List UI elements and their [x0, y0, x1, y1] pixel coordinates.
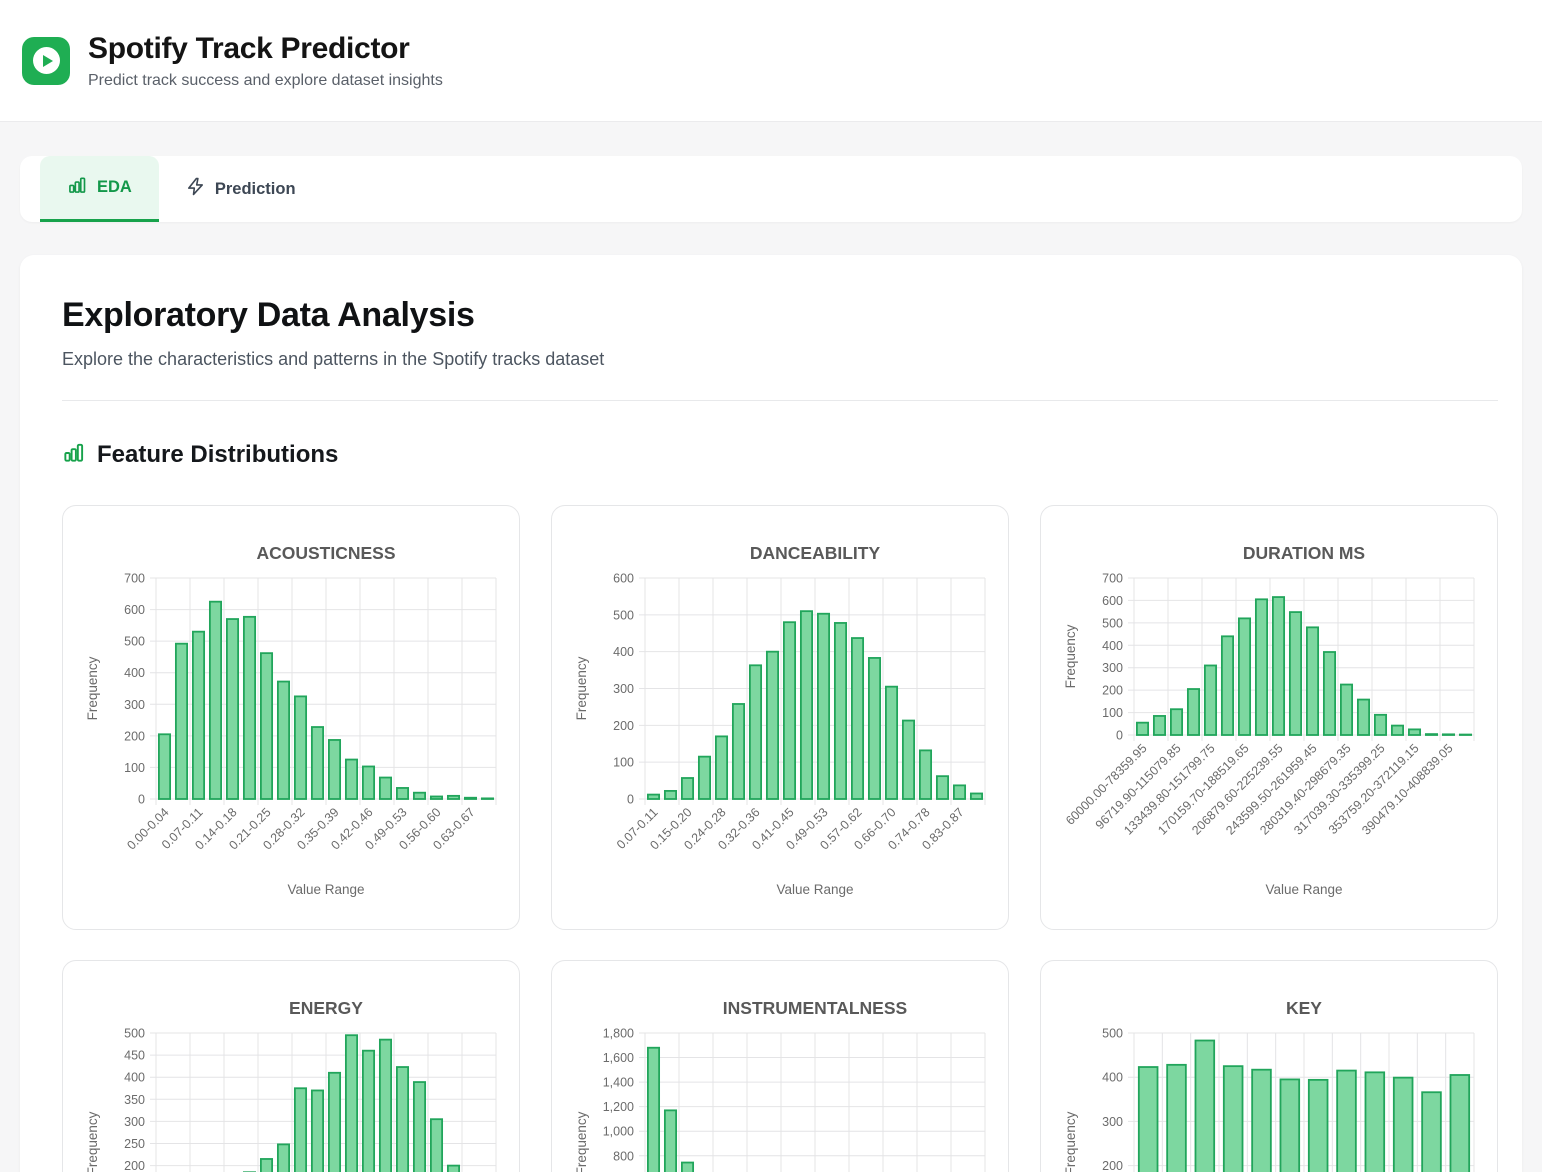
- svg-text:100: 100: [1102, 706, 1123, 720]
- svg-text:Frequency: Frequency: [574, 1111, 589, 1172]
- svg-text:1,200: 1,200: [603, 1100, 634, 1114]
- svg-text:1,600: 1,600: [603, 1051, 634, 1065]
- svg-text:200: 200: [124, 729, 145, 743]
- svg-text:300: 300: [1102, 661, 1123, 675]
- chart-card-danceability: DANCEABILITY 0 100 200 300 400 500 600 0.07-0.11…: [551, 505, 1009, 930]
- svg-text:800: 800: [613, 1149, 634, 1163]
- svg-text:600: 600: [613, 572, 634, 586]
- svg-text:300: 300: [124, 1115, 145, 1129]
- svg-text:1,400: 1,400: [603, 1076, 634, 1090]
- svg-text:500: 500: [1102, 1027, 1123, 1041]
- divider: [62, 400, 1498, 401]
- chart-card-acousticness: ACOUSTICNESS 0 100 200 300 400 500 600 700 0.00-0…: [62, 505, 520, 930]
- svg-text:Frequency: Frequency: [85, 1111, 100, 1172]
- chart-card-instrumentalness: INSTRUMENTALNESS02004006008001,0001,2001…: [551, 960, 1009, 1172]
- page-title: Exploratory Data Analysis: [62, 296, 475, 334]
- chart-card-duration-ms: DURATION MS 0 100 200 300 400 500 600 700 60000.0…: [1040, 505, 1498, 930]
- app-subtitle: Predict track success and explore datase…: [88, 71, 443, 89]
- svg-text:400: 400: [1102, 639, 1123, 653]
- svg-text:Value Range: Value Range: [1265, 882, 1342, 897]
- svg-text:400: 400: [613, 645, 634, 659]
- svg-text:300: 300: [1102, 1115, 1123, 1129]
- svg-text:600: 600: [1102, 594, 1123, 608]
- app-header-text: Spotify Track Predictor Predict track su…: [88, 32, 443, 90]
- duration-ms-histogram: DURATION MS010020030040050060070060000.0…: [1063, 543, 1475, 897]
- svg-text:DURATION MS: DURATION MS: [1243, 543, 1365, 563]
- acousticness-histogram: ACOUSTICNESS01002003004005006007000.00-0…: [85, 543, 497, 897]
- lightning-bolt-icon: [186, 177, 205, 201]
- svg-text:200: 200: [613, 719, 634, 733]
- app-title: Spotify Track Predictor: [88, 31, 410, 65]
- svg-text:500: 500: [124, 1027, 145, 1041]
- svg-text:200: 200: [1102, 1159, 1123, 1172]
- svg-text:400: 400: [1102, 1071, 1123, 1085]
- bar-chart-icon: [67, 175, 87, 200]
- svg-text:400: 400: [124, 666, 145, 680]
- tab-prediction[interactable]: Prediction: [159, 156, 323, 222]
- svg-text:700: 700: [124, 572, 145, 586]
- svg-text:500: 500: [124, 635, 145, 649]
- svg-text:KEY: KEY: [1286, 998, 1322, 1018]
- section-title: Feature Distributions: [97, 441, 339, 468]
- svg-text:Value Range: Value Range: [287, 882, 364, 897]
- eda-panel: Exploratory Data Analysis Explore the ch…: [20, 255, 1522, 1172]
- tab-eda[interactable]: EDA: [40, 156, 159, 222]
- tab-bar: EDA Prediction: [20, 156, 1522, 222]
- svg-text:1,800: 1,800: [603, 1027, 634, 1041]
- svg-text:200: 200: [124, 1159, 145, 1172]
- energy-histogram: ENERGY050100150200250300350400450500Valu…: [85, 998, 497, 1172]
- play-icon: [32, 47, 60, 74]
- svg-text:600: 600: [124, 603, 145, 617]
- instrumentalness-histogram: INSTRUMENTALNESS02004006008001,0001,2001…: [574, 998, 986, 1172]
- svg-text:Frequency: Frequency: [1063, 624, 1078, 688]
- svg-text:0: 0: [1116, 729, 1123, 743]
- svg-text:400: 400: [124, 1071, 145, 1085]
- svg-text:Frequency: Frequency: [574, 656, 589, 720]
- svg-text:ACOUSTICNESS: ACOUSTICNESS: [256, 543, 395, 563]
- svg-text:300: 300: [613, 682, 634, 696]
- tab-prediction-label: Prediction: [214, 179, 296, 198]
- svg-text:Value Range: Value Range: [776, 882, 853, 897]
- app-header: Spotify Track Predictor Predict track su…: [0, 0, 1542, 122]
- svg-text:500: 500: [1102, 616, 1123, 630]
- svg-text:INSTRUMENTALNESS: INSTRUMENTALNESS: [723, 998, 907, 1018]
- svg-text:700: 700: [1102, 572, 1123, 586]
- app-logo: [22, 36, 70, 85]
- page-subtitle: Explore the characteristics and patterns…: [62, 349, 605, 369]
- svg-text:100: 100: [613, 756, 634, 770]
- svg-text:300: 300: [124, 698, 145, 712]
- svg-text:0: 0: [627, 793, 634, 807]
- bar-chart-icon: [62, 441, 85, 469]
- svg-text:250: 250: [124, 1137, 145, 1151]
- svg-text:500: 500: [613, 608, 634, 622]
- feature-distributions-header: Feature Distributions: [62, 441, 1498, 469]
- svg-text:DANCEABILITY: DANCEABILITY: [750, 543, 881, 563]
- svg-text:200: 200: [1102, 684, 1123, 698]
- svg-text:350: 350: [124, 1093, 145, 1107]
- chart-card-energy: ENERGY050100150200250300350400450500Valu…: [62, 960, 520, 1172]
- svg-text:0: 0: [138, 793, 145, 807]
- charts-grid: ACOUSTICNESS 0 100 200 300 400 500 600 700 0.00-0…: [62, 505, 1498, 1172]
- tab-eda-label: EDA: [97, 178, 132, 196]
- svg-text:450: 450: [124, 1049, 145, 1063]
- svg-text:100: 100: [124, 761, 145, 775]
- danceability-histogram: DANCEABILITY01002003004005006000.07-0.11…: [574, 543, 986, 897]
- svg-text:Frequency: Frequency: [85, 656, 100, 720]
- svg-text:Frequency: Frequency: [1063, 1111, 1078, 1172]
- svg-text:ENERGY: ENERGY: [289, 998, 363, 1018]
- svg-text:1,000: 1,000: [603, 1125, 634, 1139]
